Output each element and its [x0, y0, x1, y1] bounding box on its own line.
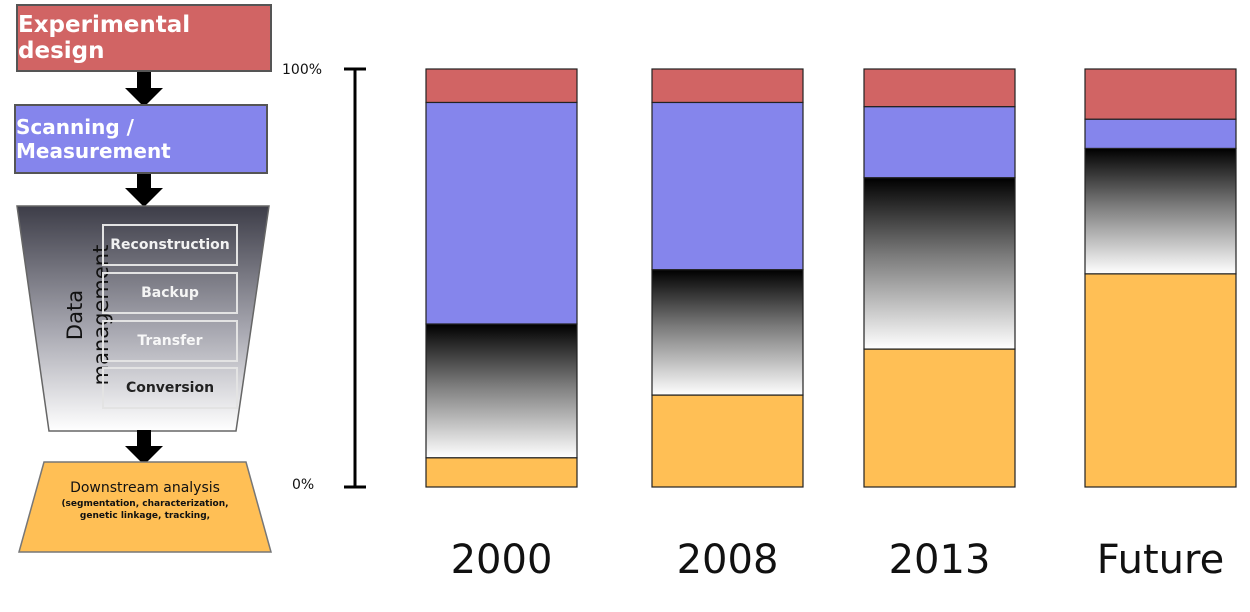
arrow-down-icon: [125, 72, 163, 107]
y-axis-top-label: 100%: [282, 62, 323, 78]
backup-step: Backup: [102, 272, 238, 314]
arrow-down-icon: [125, 430, 163, 465]
bar-segment-experimental-design-2013: [863, 68, 1016, 108]
bar-segment-data-management-2013: [863, 177, 1016, 350]
bar-segment-data-management-2008: [651, 269, 804, 396]
transfer-step: Transfer: [102, 320, 238, 362]
x-tick-label: Future: [1097, 537, 1224, 583]
data-management-funnel: [16, 205, 270, 432]
scanning-measurement-box: Scanning / Measurement: [14, 104, 268, 174]
scanning-measurement-label: Scanning / Measurement: [16, 115, 171, 163]
downstream-analysis-subtitle-2: genetic linkage, tracking,: [79, 511, 211, 521]
y-axis: [344, 67, 366, 489]
bar-segment-data-management-2000: [425, 323, 578, 459]
bar-segment-scanning-measurement-2000: [425, 101, 578, 325]
bar-segment-scanning-measurement-2008: [651, 101, 804, 271]
downstream-analysis-subtitle-1: (segmentation, characterization,: [61, 499, 229, 509]
bar-segment-experimental-design-2008: [651, 68, 804, 104]
experimental-design-label: Experimental design: [18, 12, 191, 64]
arrow-down-icon: [125, 174, 163, 207]
conversion-step: Conversion: [102, 367, 238, 409]
bar-segment-scanning-measurement-future: [1084, 118, 1237, 150]
downstream-analysis-text: Downstream analysis (segmentation, chara…: [40, 480, 250, 522]
x-tick-label: 2008: [677, 537, 779, 583]
bar-segment-data-management-future: [1084, 147, 1237, 275]
reconstruction-step: Reconstruction: [102, 224, 238, 266]
bar-segment-downstream-analysis-2008: [651, 394, 804, 488]
downstream-analysis-title: Downstream analysis: [70, 480, 220, 496]
x-tick-label: 2013: [889, 537, 991, 583]
x-tick-label: 2000: [451, 537, 553, 583]
downstream-analysis-box: [18, 461, 272, 553]
y-axis-bottom-label: 0%: [292, 477, 315, 493]
bar-segment-downstream-analysis-2000: [425, 457, 578, 488]
bar-segment-downstream-analysis-2013: [863, 348, 1016, 488]
bar-segment-experimental-design-2000: [425, 68, 578, 104]
bar-segment-experimental-design-future: [1084, 68, 1237, 120]
experimental-design-box: Experimental design: [16, 4, 272, 72]
bar-segment-downstream-analysis-future: [1084, 273, 1237, 488]
bar-segment-scanning-measurement-2013: [863, 106, 1016, 179]
